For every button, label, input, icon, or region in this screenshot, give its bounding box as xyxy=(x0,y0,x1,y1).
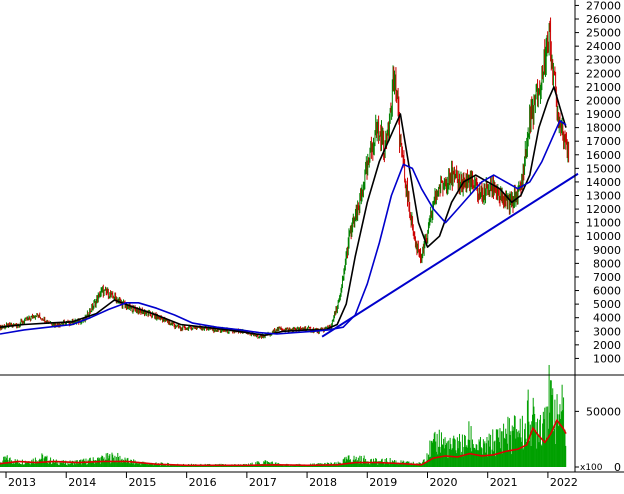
volume-ma-line xyxy=(0,418,567,467)
price-tick-label: 17000 xyxy=(586,135,621,148)
volume-axis: x100 0 50000 xyxy=(575,405,621,474)
price-tick-label: 3000 xyxy=(593,325,621,338)
time-tick-label: 2020 xyxy=(429,476,457,489)
price-tick-label: 15000 xyxy=(586,162,621,175)
time-tick-label: 2021 xyxy=(490,476,518,489)
price-moving-averages xyxy=(0,86,579,338)
volume-tick-label: 0 xyxy=(614,461,621,474)
price-tick-label: 16000 xyxy=(586,149,621,162)
price-tick-label: 10000 xyxy=(586,230,621,243)
time-tick-label: 2016 xyxy=(189,476,217,489)
price-tick-label: 21000 xyxy=(586,81,621,94)
price-tick-label: 6000 xyxy=(593,285,621,298)
volume-unit-label: x100 xyxy=(580,463,603,473)
time-tick-label: 2017 xyxy=(249,476,277,489)
time-tick-label: 2013 xyxy=(8,476,36,489)
support-trendline xyxy=(321,172,579,338)
volume-bars xyxy=(0,364,567,467)
volume-moving-average xyxy=(0,418,567,467)
price-tick-label: 9000 xyxy=(593,244,621,257)
price-tick-label: 2000 xyxy=(593,339,621,352)
price-tick-label: 26000 xyxy=(586,13,621,26)
price-tick-label: 18000 xyxy=(586,122,621,135)
time-tick-label: 2022 xyxy=(550,476,578,489)
price-tick-label: 5000 xyxy=(593,298,621,311)
price-tick-label: 7000 xyxy=(593,271,621,284)
price-tick-label: 20000 xyxy=(586,94,621,107)
volume-tick-label: 50000 xyxy=(586,405,621,418)
time-tick-label: 2014 xyxy=(68,476,96,489)
price-tick-label: 19000 xyxy=(586,108,621,121)
ma-short-line xyxy=(0,86,567,337)
time-axis: 2013 2014 2015 2016 2017 2018 2019 2020 2021 2022 xyxy=(5,472,578,489)
time-tick-label: 2015 xyxy=(128,476,156,489)
price-tick-label: 25000 xyxy=(586,27,621,40)
price-tick-label: 13000 xyxy=(586,190,621,203)
price-tick-label: 23000 xyxy=(586,54,621,67)
time-tick-label: 2018 xyxy=(309,476,337,489)
price-tick-label: 8000 xyxy=(593,257,621,270)
price-tick-label: 11000 xyxy=(586,217,621,230)
price-tick-label: 4000 xyxy=(593,312,621,325)
time-tick-label: 2019 xyxy=(369,476,397,489)
price-tick-label: 1000 xyxy=(593,352,621,365)
price-tick-label: 24000 xyxy=(586,40,621,53)
price-tick-label: 14000 xyxy=(586,176,621,189)
price-tick-label: 22000 xyxy=(586,67,621,80)
price-axis: 1000200030004000500060007000800090001000… xyxy=(575,0,621,365)
price-tick-label: 27000 xyxy=(586,0,621,12)
price-tick-label: 12000 xyxy=(586,203,621,216)
